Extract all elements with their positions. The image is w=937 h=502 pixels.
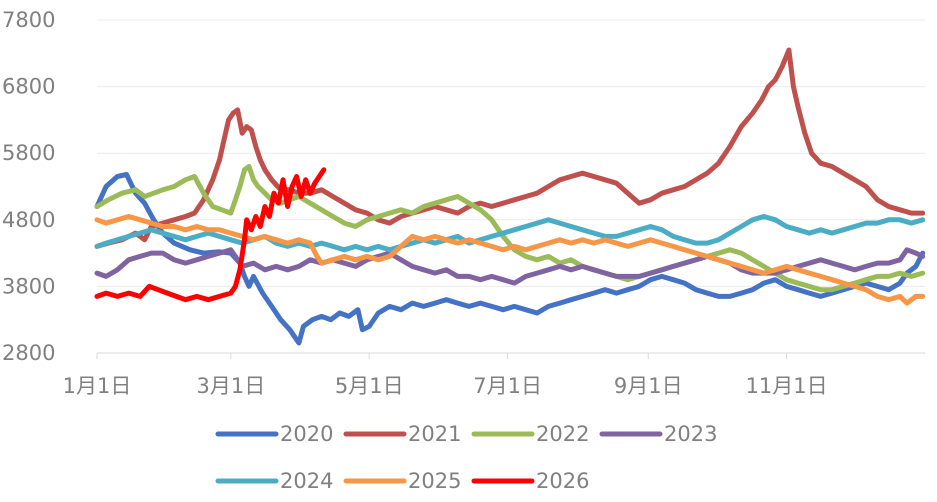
legend-label: 2022 [536, 422, 589, 446]
y-tick-label: 3800 [2, 274, 55, 298]
y-tick-label: 4800 [2, 208, 55, 232]
series-lines [94, 47, 926, 346]
legend: 2020 2021 2022 2023 2024 2025 2026 [215, 422, 717, 493]
y-tick-label: 6800 [2, 75, 55, 99]
y-tick-labels: 2800 3800 4800 5800 6800 7800 [2, 8, 55, 365]
x-tick-label: 1月1日 [63, 374, 132, 398]
x-tick-labels: 1月1日 3月1日 5月1日 7月1日 9月1日 11月1日 [63, 374, 828, 398]
legend-item-2021: 2021 [343, 422, 461, 446]
y-tick-label: 7800 [2, 8, 55, 32]
legend-item-2026: 2026 [471, 469, 589, 493]
legend-item-2020: 2020 [215, 422, 333, 446]
legend-label: 2025 [408, 469, 461, 493]
series-line-2021 [94, 47, 926, 249]
legend-label: 2023 [664, 422, 717, 446]
legend-item-2024: 2024 [215, 469, 333, 493]
series-line-2025 [94, 214, 926, 306]
x-tick-label: 5月1日 [335, 374, 404, 398]
x-tick-label: 9月1日 [614, 374, 683, 398]
legend-label: 2026 [536, 469, 589, 493]
x-tick-label: 11月1日 [746, 374, 828, 398]
legend-label: 2021 [408, 422, 461, 446]
series-line-2023 [94, 247, 926, 286]
legend-label: 2020 [280, 422, 333, 446]
series-line-2026 [94, 167, 327, 303]
y-tick-label: 2800 [2, 341, 55, 365]
legend-label: 2024 [280, 469, 333, 493]
legend-item-2023: 2023 [599, 422, 717, 446]
legend-item-2025: 2025 [343, 469, 461, 493]
x-tick-label: 7月1日 [473, 374, 542, 398]
y-tick-label: 5800 [2, 141, 55, 165]
x-tick-label: 3月1日 [196, 374, 265, 398]
legend-item-2022: 2022 [471, 422, 589, 446]
x-axis [96, 352, 925, 359]
series-line-2024 [94, 214, 926, 253]
